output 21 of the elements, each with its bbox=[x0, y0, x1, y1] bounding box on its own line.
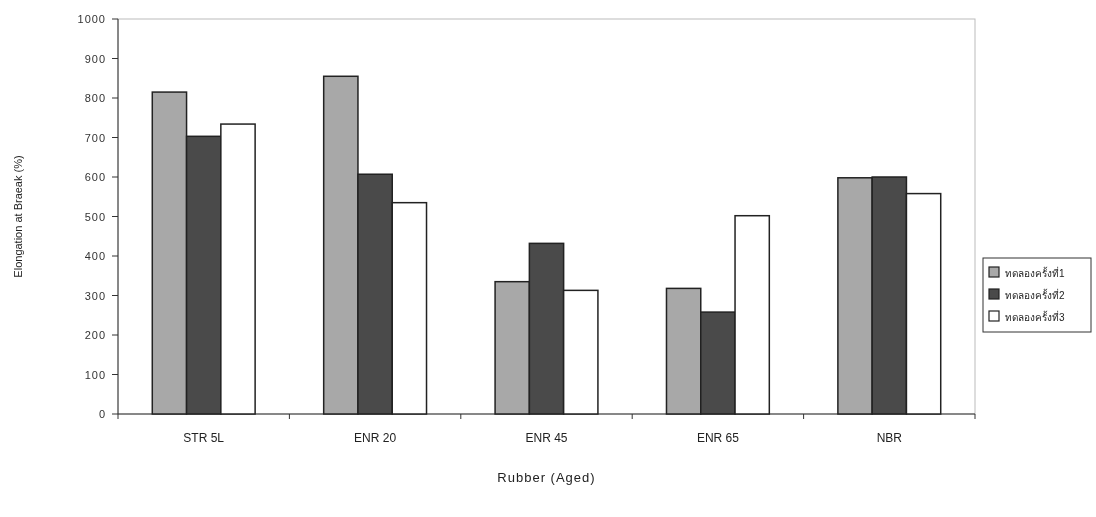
x-axis-title: Rubber (Aged) bbox=[497, 470, 596, 485]
legend-label: ทดลองครั้งที่1 bbox=[1005, 266, 1065, 279]
y-tick-label: 1000 bbox=[77, 13, 106, 25]
x-tick-label: NBR bbox=[876, 431, 903, 445]
y-tick-label: 900 bbox=[84, 52, 106, 65]
x-tick-label: ENR 65 bbox=[696, 431, 740, 445]
legend-label: ทดลองครั้งที่3 bbox=[1005, 310, 1065, 323]
y-tick-label: 400 bbox=[84, 250, 106, 262]
y-tick-label: 0 bbox=[98, 408, 106, 420]
y-tick-label: 100 bbox=[84, 368, 106, 381]
y-tick-label: 300 bbox=[84, 289, 106, 302]
legend-label: ทดลองครั้งที่2 bbox=[1005, 288, 1065, 301]
y-tick-label: 600 bbox=[84, 171, 106, 183]
y-tick-label: 500 bbox=[84, 210, 106, 223]
x-tick-label: ENR 45 bbox=[525, 431, 568, 445]
y-tick-label: 800 bbox=[84, 92, 106, 104]
x-tick-label: ENR 20 bbox=[354, 431, 397, 445]
y-tick-label: 700 bbox=[84, 131, 106, 144]
y-tick-label: 200 bbox=[84, 329, 106, 341]
y-axis-title: Elongation at Braeak (%) bbox=[12, 155, 24, 278]
x-tick-label: STR 5L bbox=[183, 431, 225, 445]
